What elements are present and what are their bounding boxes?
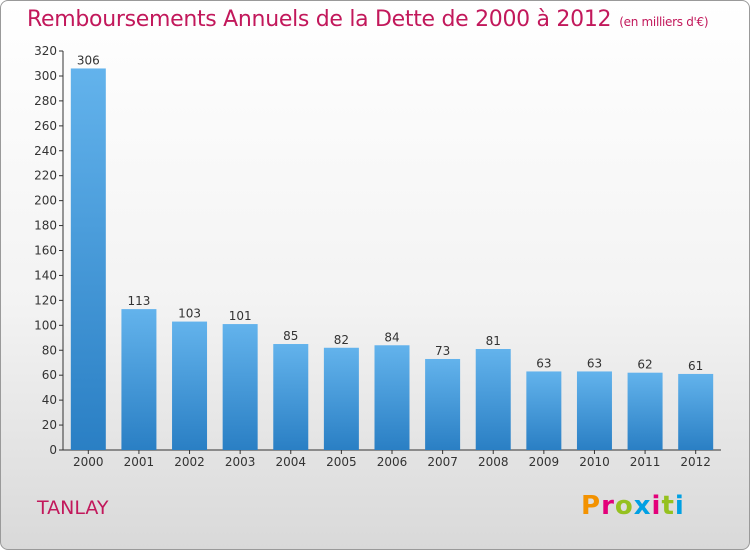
logo-letter: o — [614, 491, 634, 521]
y-tick-label: 240 — [34, 144, 57, 158]
data-label-2008: 81 — [486, 334, 501, 348]
chart-title: Remboursements Annuels de la Dette de 20… — [27, 7, 709, 32]
data-label-2004: 85 — [283, 329, 298, 343]
y-tick-label: 100 — [34, 318, 57, 332]
x-tick-label: 2000 — [73, 455, 104, 469]
data-label-2012: 61 — [688, 359, 703, 373]
data-label-2009: 63 — [536, 356, 551, 370]
data-label-2006: 84 — [384, 330, 399, 344]
logo-letter: t — [661, 491, 675, 521]
bar-2008 — [475, 349, 511, 450]
x-tick-label: 2002 — [174, 455, 205, 469]
city-name: TANLAY — [37, 497, 109, 519]
y-tick-label: 80 — [42, 343, 57, 357]
chart-unit: (en milliers d'€) — [619, 15, 709, 29]
bar-2011 — [627, 372, 663, 450]
y-tick-label: 300 — [34, 69, 57, 83]
x-tick-label: 2005 — [326, 455, 357, 469]
y-tick-label: 220 — [34, 169, 57, 183]
logo-letter: i — [651, 491, 662, 521]
proxiti-logo: Proxiti — [581, 491, 685, 521]
y-tick-label: 60 — [42, 368, 57, 382]
y-tick-label: 260 — [34, 119, 57, 133]
data-labels: 306 113 103 101 85 82 84 73 81 63 63 62 61 — [77, 53, 703, 372]
x-tick-label: 2008 — [478, 455, 509, 469]
bar-2010 — [576, 371, 612, 450]
data-label-2010: 63 — [587, 356, 602, 370]
bar-2002 — [172, 321, 208, 450]
y-tick-label: 160 — [34, 244, 57, 258]
data-label-2003: 101 — [229, 309, 252, 323]
data-label-2002: 103 — [178, 307, 201, 321]
bar-2006 — [374, 345, 410, 450]
bar-2005 — [323, 347, 359, 450]
bars — [70, 68, 714, 451]
y-tick-label: 180 — [34, 219, 57, 233]
y-tick-label: 20 — [42, 418, 57, 432]
bar-2000 — [70, 68, 106, 451]
bar-2009 — [526, 371, 562, 450]
bar-2012 — [678, 373, 714, 450]
x-tick-label: 2012 — [680, 455, 711, 469]
y-tick-label: 120 — [34, 293, 57, 307]
data-label-2005: 82 — [334, 333, 349, 347]
y-tick-label: 280 — [34, 94, 57, 108]
logo-letter: i — [674, 491, 685, 521]
y-tick-label: 40 — [42, 393, 57, 407]
bar-2001 — [121, 309, 157, 450]
bar-2003 — [222, 324, 258, 450]
x-tick-label: 2003 — [225, 455, 256, 469]
x-tick-label: 2004 — [275, 455, 306, 469]
y-tick-label: 0 — [49, 443, 57, 457]
y-tick-label: 200 — [34, 194, 57, 208]
axes: 0 20 40 60 80 100 120 140 160 180 200 220 240 260 280 3… — [34, 44, 721, 469]
bar-2004 — [273, 344, 309, 450]
y-tick-label: 140 — [34, 268, 57, 282]
data-label-2001: 113 — [127, 294, 150, 308]
bar-2007 — [425, 358, 461, 450]
logo-letter: P — [581, 491, 602, 521]
chart-title-text: Remboursements Annuels de la Dette de 20… — [27, 7, 612, 32]
logo-letter: x — [633, 491, 652, 521]
x-tick-label: 2001 — [124, 455, 155, 469]
x-tick-label: 2011 — [630, 455, 661, 469]
data-label-2000: 306 — [77, 53, 100, 67]
x-tick-label: 2009 — [529, 455, 560, 469]
y-tick-label: 320 — [34, 44, 57, 58]
logo-letter: r — [601, 491, 615, 521]
x-tick-label: 2010 — [579, 455, 610, 469]
data-label-2007: 73 — [435, 344, 450, 358]
x-tick-label: 2006 — [377, 455, 408, 469]
data-label-2011: 62 — [637, 358, 652, 372]
x-tick-label: 2007 — [427, 455, 458, 469]
